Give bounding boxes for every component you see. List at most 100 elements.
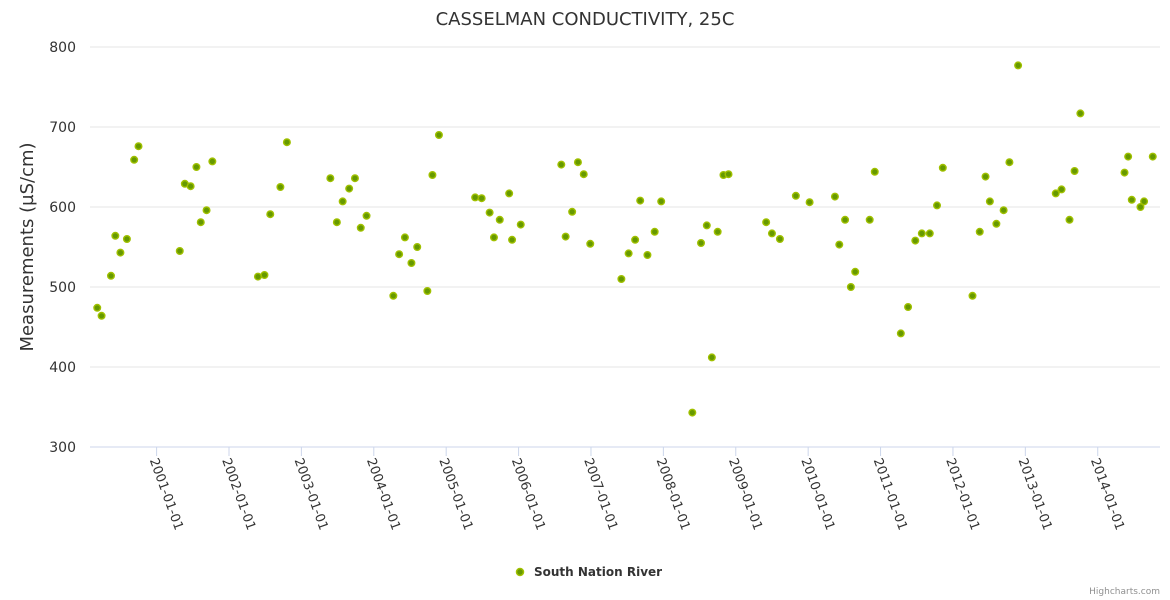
credits-link[interactable]: Highcharts.com xyxy=(1089,587,1160,597)
data-point[interactable] xyxy=(636,196,645,205)
data-point[interactable] xyxy=(175,246,184,255)
data-point[interactable] xyxy=(1014,61,1023,70)
data-point[interactable] xyxy=(202,206,211,215)
data-point[interactable] xyxy=(573,158,582,167)
data-point[interactable] xyxy=(93,303,102,312)
data-point[interactable] xyxy=(1070,166,1079,175)
data-point[interactable] xyxy=(981,172,990,181)
data-point[interactable] xyxy=(702,221,711,230)
data-point[interactable] xyxy=(434,130,443,139)
data-point[interactable] xyxy=(579,170,588,179)
data-point[interactable] xyxy=(266,210,275,219)
data-point[interactable] xyxy=(508,235,517,244)
data-point[interactable] xyxy=(471,193,480,202)
data-point[interactable] xyxy=(917,229,926,238)
series-south-nation-river[interactable] xyxy=(93,61,1157,417)
data-point[interactable] xyxy=(904,303,913,312)
data-point[interactable] xyxy=(477,194,486,203)
data-point[interactable] xyxy=(116,248,125,257)
legend-item-south-nation-river[interactable]: South Nation River xyxy=(534,565,662,579)
data-point[interactable] xyxy=(713,227,722,236)
data-point[interactable] xyxy=(253,272,262,281)
data-point[interactable] xyxy=(130,155,139,164)
data-point[interactable] xyxy=(870,167,879,176)
data-point[interactable] xyxy=(933,201,942,210)
data-point[interactable] xyxy=(196,218,205,227)
data-point[interactable] xyxy=(362,211,371,220)
data-point[interactable] xyxy=(805,198,814,207)
data-point[interactable] xyxy=(423,287,432,296)
data-point[interactable] xyxy=(1140,197,1149,206)
data-point[interactable] xyxy=(505,189,514,198)
data-point[interactable] xyxy=(356,223,365,232)
data-point[interactable] xyxy=(561,232,570,241)
data-point[interactable] xyxy=(791,191,800,200)
data-point[interactable] xyxy=(338,197,347,206)
data-point[interactable] xyxy=(643,250,652,259)
data-point[interactable] xyxy=(208,157,217,166)
data-point[interactable] xyxy=(413,242,422,251)
data-point[interactable] xyxy=(724,170,733,179)
legend[interactable]: South Nation River xyxy=(515,565,663,579)
data-point[interactable] xyxy=(762,218,771,227)
data-point[interactable] xyxy=(557,160,566,169)
data-point[interactable] xyxy=(1124,152,1133,161)
data-point[interactable] xyxy=(631,235,640,244)
data-point[interactable] xyxy=(1076,109,1085,118)
data-point[interactable] xyxy=(186,182,195,191)
data-point[interactable] xyxy=(688,408,697,417)
data-point[interactable] xyxy=(260,271,269,280)
data-point[interactable] xyxy=(326,174,335,183)
data-point[interactable] xyxy=(938,163,947,172)
data-point[interactable] xyxy=(968,291,977,300)
data-point[interactable] xyxy=(111,231,120,240)
data-point[interactable] xyxy=(767,229,776,238)
data-point[interactable] xyxy=(345,184,354,193)
data-point[interactable] xyxy=(568,207,577,216)
data-point[interactable] xyxy=(846,283,855,292)
data-point[interactable] xyxy=(1065,215,1074,224)
data-point[interactable] xyxy=(911,236,920,245)
data-point[interactable] xyxy=(841,215,850,224)
data-point[interactable] xyxy=(586,239,595,248)
data-point[interactable] xyxy=(865,215,874,224)
data-point[interactable] xyxy=(896,329,905,338)
data-point[interactable] xyxy=(851,267,860,276)
data-point[interactable] xyxy=(1148,152,1157,161)
data-point[interactable] xyxy=(985,197,994,206)
data-point[interactable] xyxy=(624,249,633,258)
data-point[interactable] xyxy=(332,218,341,227)
data-point[interactable] xyxy=(122,234,131,243)
data-point[interactable] xyxy=(407,259,416,268)
data-point[interactable] xyxy=(389,291,398,300)
data-point[interactable] xyxy=(350,174,359,183)
data-point[interactable] xyxy=(1057,185,1066,194)
data-point[interactable] xyxy=(1051,189,1060,198)
data-point[interactable] xyxy=(1005,158,1014,167)
data-point[interactable] xyxy=(516,220,525,229)
data-point[interactable] xyxy=(1120,168,1129,177)
data-point[interactable] xyxy=(106,271,115,280)
data-point[interactable] xyxy=(428,170,437,179)
data-point[interactable] xyxy=(999,206,1008,215)
data-point[interactable] xyxy=(657,197,666,206)
data-point[interactable] xyxy=(97,311,106,320)
data-point[interactable] xyxy=(697,238,706,247)
data-point[interactable] xyxy=(134,142,143,151)
data-point[interactable] xyxy=(775,234,784,243)
data-point[interactable] xyxy=(395,250,404,259)
data-point[interactable] xyxy=(276,182,285,191)
data-point[interactable] xyxy=(495,215,504,224)
data-point[interactable] xyxy=(489,233,498,242)
data-point[interactable] xyxy=(650,227,659,236)
data-point[interactable] xyxy=(975,227,984,236)
data-point[interactable] xyxy=(1136,202,1145,211)
data-point[interactable] xyxy=(830,192,839,201)
data-point[interactable] xyxy=(707,353,716,362)
data-point[interactable] xyxy=(400,233,409,242)
data-point[interactable] xyxy=(282,138,291,147)
data-point[interactable] xyxy=(617,275,626,284)
data-point[interactable] xyxy=(835,240,844,249)
data-point[interactable] xyxy=(192,162,201,171)
data-point[interactable] xyxy=(925,229,934,238)
